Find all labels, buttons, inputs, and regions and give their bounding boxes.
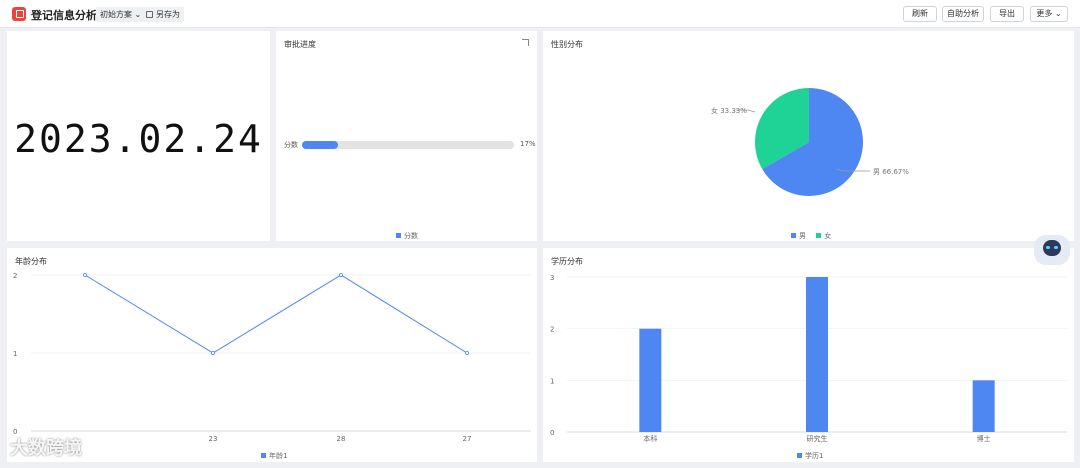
legend-swatch-male bbox=[791, 233, 796, 238]
scheme-label: 初始方案 bbox=[100, 10, 132, 19]
bar bbox=[806, 277, 828, 432]
age-panel: 年龄分布 0 1 2 23 28 27 年龄1 bbox=[7, 248, 537, 462]
pie-slice-female bbox=[755, 88, 809, 169]
legend-swatch bbox=[797, 453, 802, 458]
data-point bbox=[210, 351, 215, 356]
x-tick-label: 研究生 bbox=[807, 434, 828, 443]
save-icon bbox=[146, 11, 153, 18]
pie-slice-male bbox=[762, 88, 863, 197]
data-point bbox=[83, 272, 88, 277]
scheme-dropdown[interactable]: 初始方案 ⌄ bbox=[96, 7, 146, 22]
age-line-chart: 0 1 2 23 28 27 bbox=[13, 272, 531, 443]
gender-legend: 男 女 bbox=[791, 231, 831, 241]
male-slice-label: 男 66.67% bbox=[873, 168, 909, 176]
data-point bbox=[464, 351, 469, 356]
robot-eye bbox=[1054, 246, 1058, 249]
progress-percent: 17% bbox=[520, 140, 536, 148]
date-panel: 2023.02.24 bbox=[7, 31, 270, 241]
progress-legend: 分数 bbox=[396, 231, 418, 241]
progress-label: 分数 bbox=[284, 141, 298, 149]
y-tick-label: 2 bbox=[550, 326, 554, 334]
assistant-robot-icon[interactable] bbox=[1034, 235, 1070, 265]
y-tick-label: 3 bbox=[550, 274, 554, 282]
save-as-label: 另存为 bbox=[156, 10, 180, 19]
y-tick-label: 2 bbox=[13, 272, 17, 280]
education-legend-label: 学历1 bbox=[805, 452, 824, 460]
refresh-button[interactable]: 刷新 bbox=[903, 6, 937, 22]
series-line bbox=[84, 274, 468, 354]
date-display: 2023.02.24 bbox=[14, 117, 263, 161]
expand-icon[interactable] bbox=[522, 39, 529, 46]
education-panel: 学历分布 0 1 2 3 本科 研究生 博士 学历1 bbox=[543, 248, 1074, 462]
female-slice-label: 女 33.33% bbox=[711, 106, 747, 115]
female-label-leader bbox=[736, 109, 756, 113]
bar bbox=[639, 328, 662, 432]
y-tick-label: 0 bbox=[13, 428, 17, 436]
x-tick-label: 27 bbox=[463, 435, 472, 443]
export-button[interactable]: 导出 bbox=[990, 6, 1024, 22]
legend-swatch bbox=[396, 233, 401, 238]
education-legend: 学历1 bbox=[797, 451, 823, 461]
x-tick-label: 23 bbox=[209, 435, 218, 443]
age-legend: 年龄1 bbox=[261, 451, 287, 461]
legend-female-label: 女 bbox=[824, 232, 832, 240]
page-title: 登记信息分析 bbox=[31, 9, 97, 22]
x-tick-label: 博士 bbox=[977, 434, 991, 443]
education-title: 学历分布 bbox=[551, 257, 583, 266]
age-title: 年龄分布 bbox=[15, 257, 47, 266]
progress-title: 审批进度 bbox=[284, 40, 316, 49]
age-legend-label: 年龄1 bbox=[269, 452, 288, 460]
progress-panel: 审批进度 分数 17% 分数 bbox=[276, 31, 537, 241]
x-tick-label: 本科 bbox=[643, 434, 657, 443]
male-label-leader bbox=[835, 168, 870, 172]
gender-title: 性别分布 bbox=[551, 40, 583, 49]
gender-panel: 性别分布 男 66.67% 女 33.33% 男 女 bbox=[543, 31, 1074, 241]
chevron-down-icon: ⌄ bbox=[1052, 9, 1062, 18]
gender-pie-chart: 男 66.67% 女 33.33% bbox=[711, 88, 909, 197]
data-point bbox=[338, 272, 343, 277]
education-bar-chart: 0 1 2 3 本科 研究生 博士 bbox=[550, 274, 1067, 443]
legend-swatch-female bbox=[816, 233, 822, 238]
self-analysis-button[interactable]: 自助分析 bbox=[942, 6, 984, 22]
app-logo-icon bbox=[12, 7, 26, 21]
chevron-down-icon: ⌄ bbox=[132, 10, 142, 19]
more-button[interactable]: 更多 ⌄ bbox=[1030, 6, 1068, 22]
progress-legend-label: 分数 bbox=[404, 232, 418, 240]
robot-eye bbox=[1046, 246, 1050, 249]
bar bbox=[972, 380, 995, 432]
progress-track bbox=[302, 141, 514, 149]
save-as-button[interactable]: 另存为 bbox=[142, 7, 184, 22]
y-tick-label: 1 bbox=[13, 350, 17, 358]
x-tick-label: 28 bbox=[337, 435, 346, 443]
progress-fill bbox=[302, 141, 339, 149]
legend-male-label: 男 bbox=[799, 232, 806, 240]
y-tick-label: 0 bbox=[550, 429, 554, 437]
robot-head bbox=[1043, 240, 1061, 256]
watermark: 大数跨境 bbox=[10, 438, 82, 459]
legend-swatch bbox=[261, 453, 266, 458]
y-tick-label: 1 bbox=[550, 377, 554, 385]
more-label: 更多 bbox=[1036, 9, 1053, 18]
top-bar: 登记信息分析 初始方案 ⌄ 另存为 刷新 自助分析 导出 更多 ⌄ bbox=[0, 0, 1080, 28]
